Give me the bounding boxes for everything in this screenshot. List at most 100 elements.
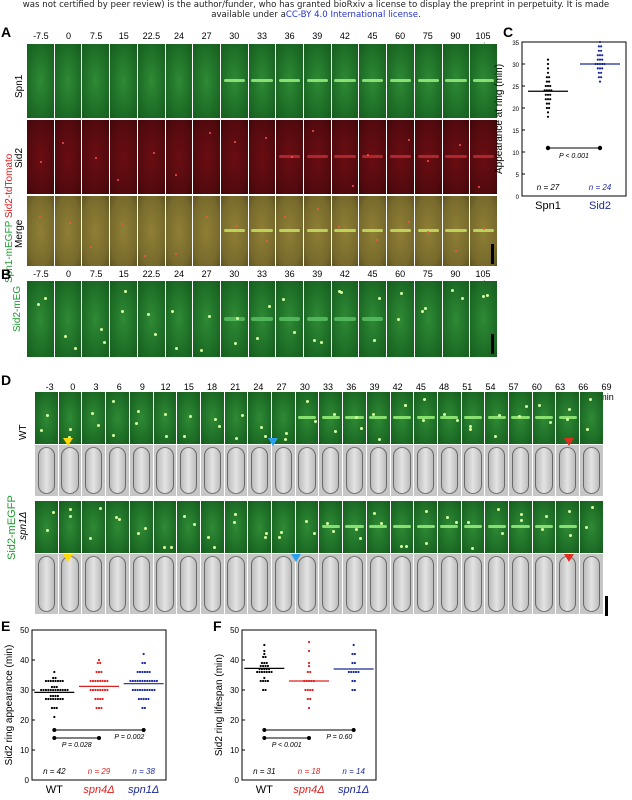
timepoint-label: 69 min	[599, 382, 614, 402]
panel-d-label: D	[1, 372, 12, 388]
spindle-pole-body-dot	[214, 417, 218, 421]
data-point	[307, 664, 311, 668]
spindle-pole-body-dot	[283, 438, 287, 442]
cell-outline	[227, 447, 245, 494]
data-point	[53, 715, 56, 719]
data-point	[143, 688, 146, 692]
data-point	[546, 111, 550, 114]
license-link[interactable]: CC-BY 4.0 International license	[285, 10, 419, 20]
data-point	[306, 688, 309, 692]
data-point	[258, 667, 261, 671]
micrograph-frame	[319, 445, 343, 496]
data-point	[600, 71, 603, 74]
micrograph-frame	[54, 281, 82, 357]
data-point	[153, 688, 156, 692]
spindle-pole-body-dot	[264, 136, 267, 139]
micrograph-frame	[27, 281, 54, 357]
data-point	[266, 679, 270, 683]
data-point	[546, 93, 550, 96]
micrograph-frame	[390, 445, 414, 496]
contractile-ring	[416, 525, 435, 529]
data-point	[545, 102, 548, 105]
sample-count: n = 27	[537, 183, 560, 192]
data-point	[351, 679, 354, 683]
data-point	[150, 679, 154, 683]
cell-outline	[179, 447, 198, 494]
data-point	[142, 652, 145, 656]
micrograph-frame	[414, 120, 442, 194]
micrograph-frame	[82, 445, 106, 496]
data-point	[143, 670, 146, 674]
micrograph-frame	[248, 501, 272, 553]
bracket-end	[545, 145, 551, 151]
spindle-pole-body-dot	[375, 239, 378, 242]
micrograph-frame	[556, 554, 580, 614]
micrograph-frame	[366, 554, 390, 614]
spindle-pole-body-dot	[163, 545, 167, 549]
spindle-pole-body-dot	[115, 515, 119, 519]
data-point	[61, 697, 64, 701]
data-point	[311, 688, 314, 692]
micrograph-frame	[110, 44, 137, 118]
micrograph-frame	[485, 501, 509, 553]
spindle-pole-body-dot	[152, 151, 155, 154]
timepoint-label: 22.5	[142, 269, 161, 279]
micrograph-frame	[359, 120, 387, 194]
sample-count: n = 31	[253, 767, 275, 776]
micrograph-frame	[414, 554, 437, 614]
contractile-ring	[463, 525, 483, 529]
contractile-ring	[369, 416, 388, 420]
spindle-pole-body-dot	[400, 291, 404, 295]
spindle-pole-body-dot	[265, 531, 269, 535]
cell-outline	[274, 447, 293, 494]
timepoint-label: 21	[230, 382, 241, 392]
data-point	[546, 84, 550, 88]
timepoint-label: 90	[450, 31, 461, 41]
data-point	[97, 658, 101, 662]
micrograph-frame	[224, 392, 248, 444]
micrograph-frame	[220, 44, 248, 118]
data-point	[545, 89, 548, 92]
data-point	[268, 670, 271, 674]
category-label: WT	[46, 784, 63, 796]
data-point	[141, 706, 144, 710]
data-point	[56, 688, 60, 692]
spindle-pole-body-dot	[519, 512, 523, 516]
data-point	[53, 685, 56, 689]
micrograph-frame	[580, 501, 603, 553]
data-point	[546, 62, 550, 66]
micrograph-frame	[414, 501, 437, 553]
contractile-ring	[440, 416, 459, 420]
data-point	[598, 62, 602, 66]
micrograph-frame	[461, 392, 485, 444]
data-point	[548, 80, 551, 83]
data-point	[148, 670, 151, 674]
bracket-end	[97, 736, 101, 740]
data-point	[66, 688, 69, 692]
data-point	[598, 54, 602, 57]
data-point	[94, 688, 97, 692]
timepoint-label: -7.5	[33, 31, 49, 41]
data-point	[262, 688, 265, 692]
y-tick-label: 0	[516, 195, 520, 201]
spindle-pole-body-dot	[485, 293, 489, 297]
spindle-pole-body-dot	[312, 130, 315, 133]
data-point	[40, 688, 43, 692]
spindle-pole-body-dot	[567, 510, 571, 514]
spindle-pole-body-dot	[90, 246, 93, 249]
data-point	[64, 688, 67, 692]
timepoint-label: 6	[116, 382, 122, 392]
micrograph-frame	[165, 281, 193, 357]
spindle-pole-body-dot	[354, 415, 358, 419]
spindle-pole-body-dot	[304, 520, 308, 524]
micrograph-frame	[58, 554, 82, 614]
data-point	[351, 652, 354, 656]
data-point	[307, 661, 311, 665]
spindle-pole-body-dot	[111, 433, 115, 437]
spindle-pole-body-dot	[154, 333, 158, 337]
contractile-ring	[511, 416, 530, 420]
spindle-pole-body-dot	[199, 348, 203, 352]
micrograph-frame	[165, 44, 193, 118]
contractile-ring	[251, 78, 273, 83]
timepoint-label: 7.5	[89, 31, 103, 41]
